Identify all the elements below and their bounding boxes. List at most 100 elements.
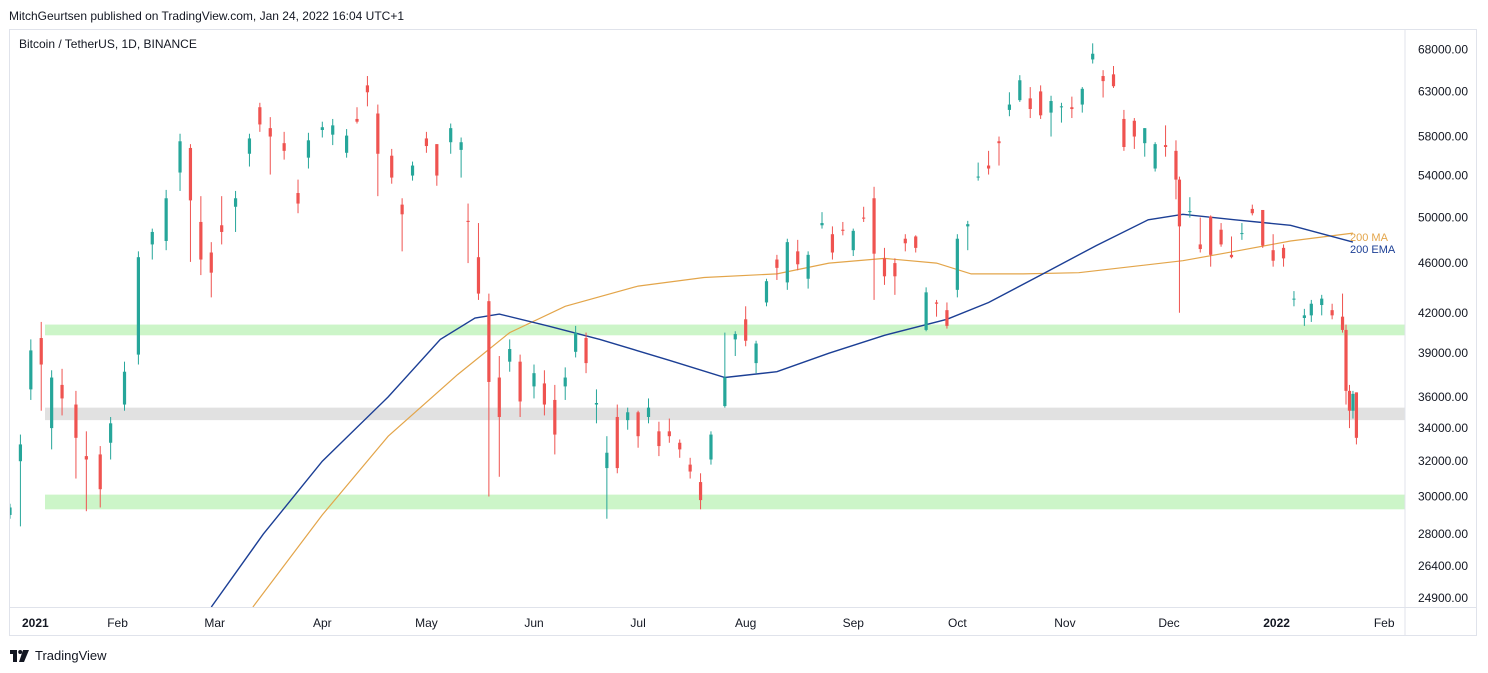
candle-body (882, 258, 887, 277)
candle-body (1028, 98, 1032, 110)
chart-frame[interactable] (9, 29, 1477, 636)
candle-body (657, 431, 661, 447)
candle-body (282, 143, 286, 151)
candle-body (1261, 209, 1265, 246)
candle-body (1340, 316, 1345, 330)
candle-body (584, 338, 588, 364)
price-tick-label: 39000.00 (1418, 346, 1468, 360)
candle-body (775, 259, 779, 268)
candle-body (820, 223, 824, 226)
candle-body (744, 319, 748, 341)
price-tick-label: 28000.00 (1418, 527, 1468, 541)
candle-body (830, 234, 835, 253)
price-zones (45, 324, 1405, 510)
candle-body (390, 155, 394, 178)
candle-body (1122, 118, 1126, 147)
candle-body (199, 221, 203, 260)
footer-logo[interactable]: TradingView (10, 648, 107, 663)
price-tick-label: 26400.00 (1418, 559, 1468, 573)
candle-body (997, 141, 1001, 144)
candle-body (553, 399, 557, 435)
candle-body (872, 198, 876, 254)
time-tick-label: Feb (107, 616, 128, 630)
price-tick-label: 34000.00 (1418, 421, 1468, 435)
indicators (210, 213, 1354, 607)
time-tick-label: 2022 (1263, 616, 1290, 630)
candle-body (1111, 74, 1116, 87)
candle-body (688, 464, 692, 472)
candle-body (258, 107, 262, 125)
candle-body (1292, 298, 1296, 300)
candle-body (10, 507, 12, 515)
candle-body (1132, 120, 1136, 137)
candle-body (435, 144, 439, 176)
candle-body (497, 377, 501, 417)
time-tick-label: Jul (630, 616, 645, 630)
candle-body (893, 263, 897, 277)
price-tick-label: 50000.00 (1418, 211, 1468, 225)
candle-body (1198, 244, 1202, 250)
candle-body (150, 231, 154, 245)
time-tick-label: 2021 (22, 616, 49, 630)
time-tick-label: May (415, 616, 438, 630)
candle-body (98, 454, 102, 490)
price-tick-label: 46000.00 (1418, 256, 1468, 270)
candle-body (345, 135, 349, 153)
footer-brand: TradingView (35, 648, 107, 663)
candle-body (1007, 104, 1012, 110)
candle-body (60, 384, 64, 399)
tradingview-logo-icon (10, 649, 29, 662)
price-tick-label: 54000.00 (1418, 169, 1468, 183)
candle-body (122, 371, 127, 405)
candle-body (1302, 315, 1306, 318)
candle-body (209, 252, 213, 273)
candle-body (733, 333, 737, 340)
candle-body (39, 338, 43, 365)
time-tick-label: Dec (1158, 616, 1179, 630)
candle-body (1229, 254, 1234, 258)
candle-body (376, 113, 380, 154)
candle-body (851, 230, 855, 251)
candle-body (459, 142, 463, 150)
candle-body (1049, 101, 1053, 113)
candle-body (164, 198, 168, 241)
axes: 68000.00 63000.00 58000.00 54000.00 50000.00… (10, 30, 1476, 636)
time-tick-label: Apr (313, 616, 332, 630)
candle-body (1209, 216, 1213, 255)
time-tick-label: Nov (1054, 616, 1075, 630)
candle-body (476, 257, 481, 294)
candle-body (924, 292, 928, 330)
candle-body (1281, 247, 1286, 259)
candle-body (1219, 229, 1223, 245)
candle-body (966, 224, 970, 227)
candle-body (1344, 329, 1348, 391)
candle-body (18, 444, 23, 462)
candle-body (320, 127, 324, 130)
candle-body (806, 254, 810, 279)
200-ma-line (252, 232, 1353, 607)
200-ema-line (210, 213, 1354, 607)
candle-body (955, 238, 959, 290)
candle-body (136, 257, 140, 355)
candle-body (1059, 106, 1064, 108)
candle-body (1039, 91, 1043, 116)
candle-body (678, 442, 682, 450)
candle-body (1143, 128, 1147, 144)
candle-body (976, 176, 980, 178)
candle-body (542, 383, 547, 405)
candle-body (1153, 144, 1157, 169)
candle-body (487, 301, 491, 382)
price-tick-label: 36000.00 (1418, 390, 1468, 404)
candle-body (945, 310, 949, 326)
price-tick-label: 42000.00 (1418, 306, 1468, 320)
200-ma-label: 200 MA (1350, 232, 1389, 244)
time-tick-label: Jun (524, 616, 543, 630)
candle-body (594, 403, 599, 405)
candle-body (1240, 233, 1244, 235)
candle-body (400, 204, 404, 215)
candle-body (1018, 80, 1022, 101)
time-tick-label: Oct (948, 616, 967, 630)
candle-body (1091, 53, 1095, 60)
